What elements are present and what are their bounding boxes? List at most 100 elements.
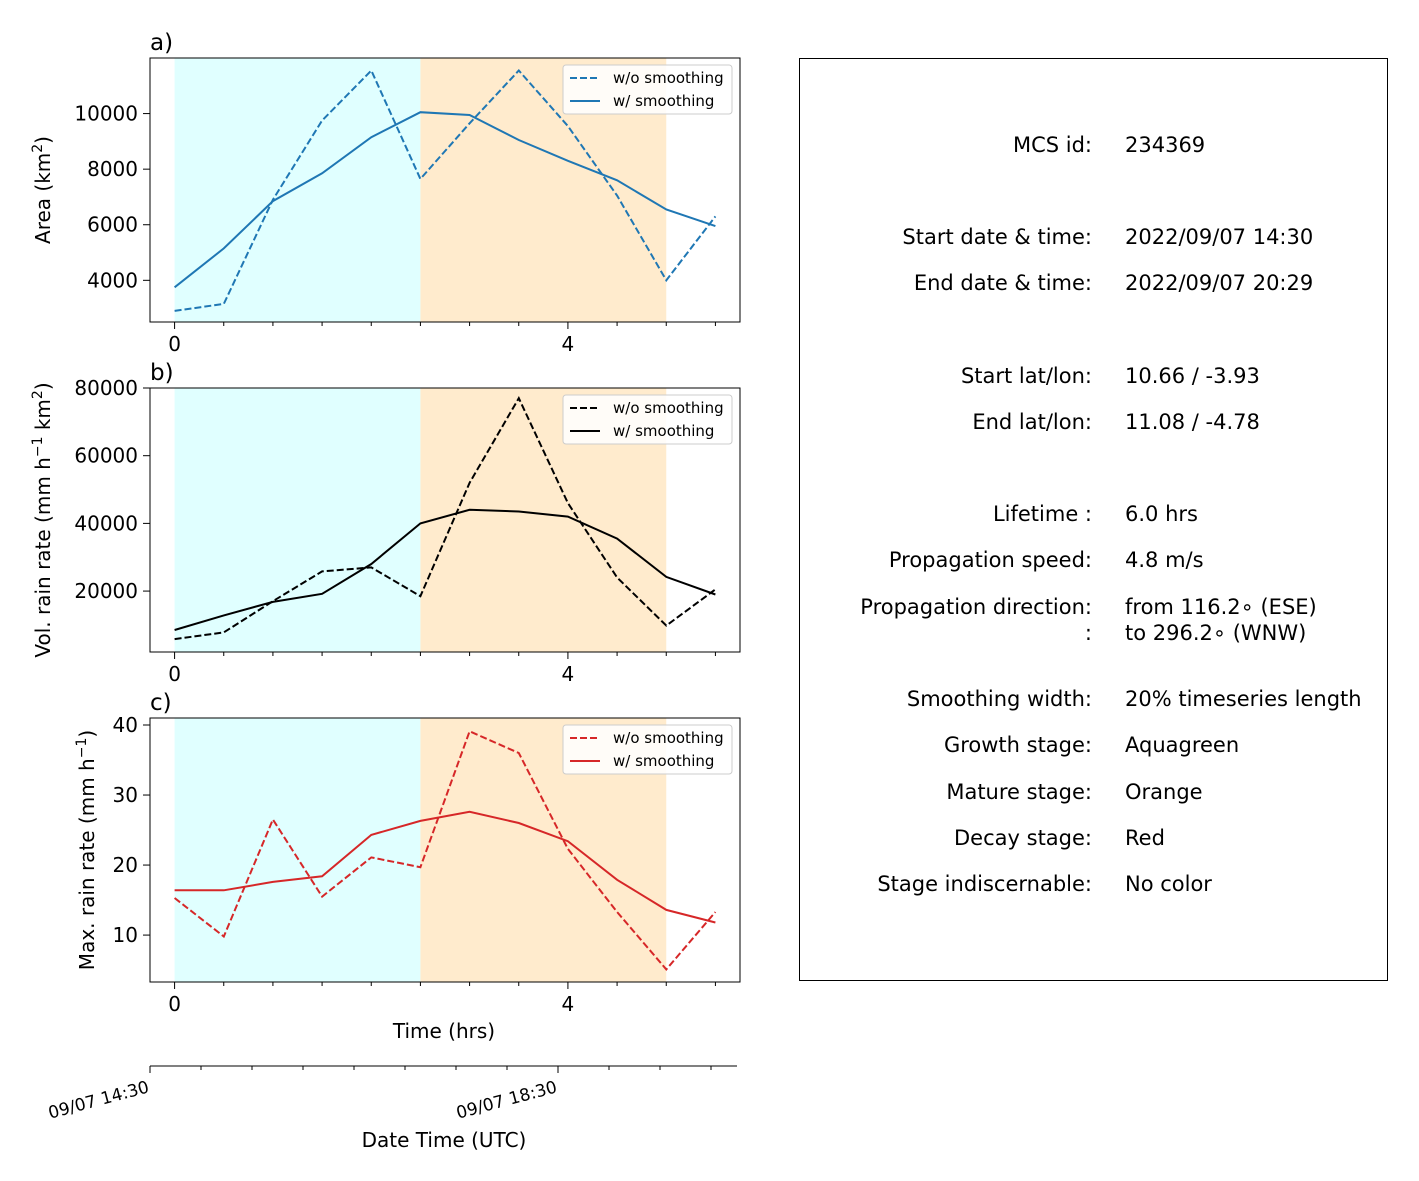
- y-tick-label: 4000: [87, 268, 138, 292]
- info-value: 2022/09/07 14:30: [1125, 225, 1314, 249]
- x-tick-label: 0: [168, 332, 181, 356]
- panel-label: a): [150, 30, 173, 56]
- smoothed-series-line: [173, 111, 716, 289]
- datetime-axis-label: Date Time (UTC): [362, 1128, 527, 1152]
- info-value: 20% timeseries length: [1125, 687, 1362, 711]
- axes-frame: [149, 387, 741, 653]
- y-tick-label: 6000: [87, 213, 138, 237]
- info-row: End lat/lon: 11.08 / -4.78: [800, 410, 1387, 438]
- y-axis-label-text: Max. rain rate (mm h: [75, 758, 99, 970]
- x-tick-label: 0: [168, 662, 181, 686]
- info-row: Stage indiscernable: No color: [800, 872, 1387, 900]
- legend-label: w/o smoothing: [613, 69, 724, 87]
- legend-label: w/ smoothing: [613, 92, 714, 110]
- info-row: Lifetime : 6.0 hrs: [800, 502, 1387, 530]
- info-value: No color: [1125, 872, 1212, 896]
- info-row: : to 296.2∘ (WNW): [800, 621, 1387, 649]
- datetime-tick-label: 09/07 14:30: [46, 1078, 151, 1124]
- legend-label: w/o smoothing: [613, 729, 724, 747]
- info-row: Mature stage: Orange: [800, 780, 1387, 808]
- info-label: Mature stage:: [946, 780, 1092, 804]
- panel-c: 0 4 10 20 30 40 c) Max. rain rate (mm h−1) Time …: [74, 690, 741, 1043]
- info-value: 10.66 / -3.93: [1125, 364, 1260, 388]
- legend-label: w/ smoothing: [613, 752, 714, 770]
- info-value: 4.8 m/s: [1125, 548, 1204, 572]
- legend-box: [562, 394, 733, 445]
- axes-frame: [149, 717, 741, 983]
- legend-box: [562, 64, 733, 115]
- info-label: Growth stage:: [943, 733, 1092, 757]
- info-row: Smoothing width: 20% timeseries length: [800, 687, 1387, 715]
- y-axis-label-text: Area (km: [31, 153, 55, 244]
- info-row: Decay stage: Red: [800, 826, 1387, 854]
- y-tick-label: 20000: [74, 579, 138, 603]
- info-label: End date & time:: [913, 271, 1092, 295]
- raw-series-line: [174, 396, 716, 641]
- smoothed-series-line: [174, 810, 716, 924]
- y-axis-label-text: Vol. rain rate (mm h: [31, 457, 55, 658]
- info-value: from 116.2∘ (ESE): [1125, 595, 1317, 619]
- y-tick-label: 40: [113, 713, 138, 737]
- info-value: 6.0 hrs: [1125, 502, 1198, 526]
- y-tick-label: 30: [113, 783, 138, 807]
- legend-label: w/ smoothing: [613, 422, 714, 440]
- x-axis-label: Time (hrs): [392, 1019, 495, 1043]
- info-row: Start lat/lon: 10.66 / -3.93: [800, 364, 1387, 392]
- x-tick-label: 4: [562, 662, 575, 686]
- info-value: Red: [1125, 826, 1165, 850]
- y-tick-label: 60000: [74, 444, 138, 468]
- panel-label: b): [150, 360, 174, 386]
- info-value: Orange: [1125, 780, 1203, 804]
- stage-band-growth: [174, 718, 421, 982]
- x-tick-label: 0: [168, 992, 181, 1016]
- info-label: MCS id:: [1012, 133, 1092, 157]
- info-row: Growth stage: Aquagreen: [800, 733, 1387, 761]
- info-label: Decay stage:: [954, 826, 1092, 850]
- panel-a: 0 4 4000 6000 8000 10000 a) Area (km2) w/o smoot…: [30, 30, 741, 356]
- info-row: MCS id: 234369: [800, 133, 1387, 161]
- legend-box: [562, 724, 733, 775]
- y-axis-label-superscript: 2: [30, 144, 46, 153]
- y-axis-label: Max. rain rate (mm h−1): [74, 730, 99, 970]
- panel-b: 0 4 20000 40000 60000 80000 b) Vol. rain rate (…: [30, 360, 741, 686]
- x-tick-label: 4: [562, 992, 575, 1016]
- info-value: 11.08 / -4.78: [1125, 410, 1260, 434]
- y-tick-label: 8000: [87, 157, 138, 181]
- info-label: Stage indiscernable:: [877, 872, 1092, 896]
- info-row: End date & time: 2022/09/07 20:29: [800, 271, 1387, 299]
- y-tick-label: 80000: [74, 376, 138, 400]
- info-value: 2022/09/07 20:29: [1125, 271, 1314, 295]
- legend: w/o smoothing w/ smoothing: [562, 64, 733, 115]
- y-axis-label-superscript: −1: [74, 738, 90, 759]
- info-value: to 296.2∘ (WNW): [1125, 621, 1307, 645]
- info-label: Propagation speed:: [888, 548, 1092, 572]
- raw-series-line: [173, 729, 717, 971]
- y-axis-label: Vol. rain rate (mm h−1 km2): [30, 382, 55, 657]
- info-label: :: [1084, 621, 1092, 645]
- y-tick-label: 10000: [74, 102, 138, 126]
- y-axis-label-superscript: −1: [30, 437, 46, 458]
- info-row: Propagation direction: from 116.2∘ (ESE): [800, 595, 1387, 623]
- info-row: Propagation speed: 4.8 m/s: [800, 548, 1387, 576]
- legend-label: w/o smoothing: [613, 399, 724, 417]
- info-value: Aquagreen: [1125, 733, 1240, 757]
- x-tick-label: 4: [562, 332, 575, 356]
- datetime-axis: 09/07 14:30 09/07 18:30 Date Time (UTC): [46, 1065, 737, 1152]
- info-label: End lat/lon:: [972, 410, 1092, 434]
- y-axis-label-superscript: 2: [30, 390, 46, 399]
- info-panel: MCS id: 234369 Start date & time: 2022/09/0…: [799, 58, 1388, 981]
- y-axis-label-text: km: [31, 399, 55, 436]
- y-axis-label: Area (km2): [30, 136, 55, 244]
- y-tick-label: 10: [113, 923, 138, 947]
- smoothed-series-line: [174, 508, 716, 631]
- stage-band-growth: [174, 58, 421, 322]
- legend: w/o smoothing w/ smoothing: [562, 724, 733, 775]
- info-label: Propagation direction:: [860, 595, 1092, 619]
- panel-label: c): [150, 690, 172, 716]
- y-tick-label: 20: [113, 853, 138, 877]
- info-label: Start date & time:: [902, 225, 1092, 249]
- info-row: Start date & time: 2022/09/07 14:30: [800, 225, 1387, 253]
- y-axis-label-text: ): [31, 136, 55, 144]
- axes-frame: [149, 57, 741, 323]
